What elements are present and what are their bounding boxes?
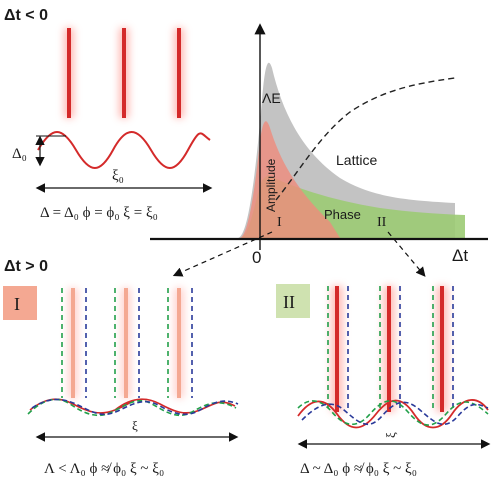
marker-I-label: I — [277, 215, 282, 230]
delta0-label: Δ₀ — [12, 146, 27, 162]
top-left-panel: Δt < 0 Δ₀ ξ₀ Δ = Δ₀ ϕ = ϕ₀ ξ = ξ₀ — [4, 7, 213, 221]
panel-I-wave-green — [27, 398, 237, 417]
top-left-heading: Δt < 0 — [4, 7, 48, 24]
panel-I: I ξ Λ < Λ₀ ϕ ≉ ϕ₀ ξ ~ ξ₀ — [3, 286, 239, 477]
panel-II-wave-blue — [301, 401, 489, 426]
panel-II-badge — [276, 284, 310, 318]
panel-II-xi-label: ξ — [383, 432, 398, 438]
lattice-line-II-3 — [440, 286, 444, 412]
lattice-line-II-1 — [335, 286, 339, 412]
lattice-line-I-1 — [71, 288, 75, 398]
panel-II-badge-text: II — [283, 292, 295, 312]
panel-I-xi-label: ξ — [132, 418, 138, 433]
marker-II-label: II — [377, 215, 387, 230]
panel-I-badge-text: I — [14, 294, 20, 314]
top-left-lattice-lines — [64, 28, 184, 118]
panel-I-wave-blue — [31, 398, 239, 416]
panel-II: II ξ Δ ~ Δ₀ ϕ ≉ ϕ₀ ξ ~ ξ₀ — [276, 284, 491, 477]
lattice-label: Lattice — [336, 152, 377, 168]
amplitude-fill — [240, 121, 340, 238]
x-axis-label: Δt — [452, 246, 468, 265]
panel-I-equation: Λ < Λ₀ ϕ ≉ ϕ₀ ξ ~ ξ₀ — [44, 461, 164, 477]
panel-I-badge — [3, 286, 37, 320]
panel-II-wave-green — [297, 400, 489, 426]
lattice-line-3 — [177, 28, 181, 118]
lattice-line-1 — [67, 28, 71, 118]
xi0-label: ξ₀ — [112, 168, 124, 184]
lattice-line-II-2 — [387, 286, 391, 412]
center-plot: ΛE Δt 0 Amplitude Phase Lattice I II — [150, 23, 488, 277]
top-left-equation: Δ = Δ₀ ϕ = ϕ₀ ξ = ξ₀ — [40, 205, 158, 221]
pointer-arrow-II — [387, 231, 426, 277]
lattice-line-2 — [122, 28, 126, 118]
y-axis-label: ΛE — [262, 90, 281, 106]
zero-label: 0 — [252, 248, 261, 267]
top-left-order-wave — [37, 131, 211, 169]
panel-II-wave-red — [297, 399, 489, 429]
panel-II-equation: Δ ~ Δ₀ ϕ ≉ ϕ₀ ξ ~ ξ₀ — [300, 461, 417, 477]
amplitude-label: Amplitude — [264, 158, 278, 212]
bottom-heading: Δt > 0 — [4, 258, 48, 275]
lattice-curve — [275, 77, 456, 201]
lattice-line-I-2 — [124, 288, 128, 398]
phase-label: Phase — [324, 207, 361, 222]
lattice-line-I-3 — [177, 288, 181, 398]
